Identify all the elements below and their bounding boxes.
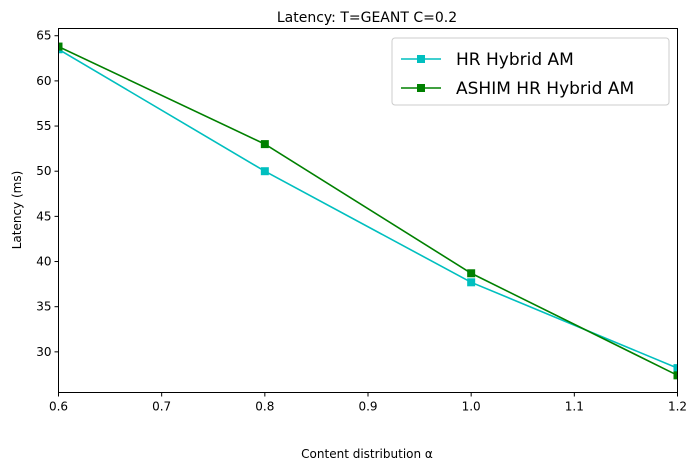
series-1-point [260,167,269,176]
x-tick-label: 0.8 [255,400,274,414]
x-tick-label: 0.7 [152,400,171,414]
y-tick-label: 30 [36,345,51,359]
y-tick-label: 40 [36,255,51,269]
x-tick-label: 0.9 [358,400,377,414]
series-1-point [467,278,476,287]
y-tick-label: 45 [36,209,51,223]
series-line-2 [58,45,678,377]
y-tick-label: 35 [36,300,51,314]
x-tick-label: 1.1 [565,400,584,414]
legend-marker-2 [417,84,425,92]
y-tick-label: 55 [36,119,51,133]
x-tick-label: 0.6 [49,400,68,414]
y-tick-label: 50 [36,164,51,178]
legend-label-2: ASHIM HR Hybrid AM [456,79,634,99]
y-tick-label: 65 [36,29,51,43]
legend-marker-1 [417,55,425,63]
series-group [58,42,678,380]
series-line-1 [58,48,678,369]
y-axis-ticks: 30 35 40 45 50 55 60 65 [36,29,59,359]
series-2-point [673,371,678,380]
legend: HR Hybrid AM ASHIM HR Hybrid AM [391,37,670,106]
legend-box [391,37,670,106]
series-2-point [260,140,269,149]
series-2-point [467,269,476,278]
x-axis-label: Content distribution α [301,447,433,461]
x-axis-ticks: 0.6 0.7 0.8 0.9 1.0 1.1 1.2 [49,392,687,414]
x-tick-label: 1.2 [668,400,687,414]
plot-area [58,42,678,380]
y-axis-label: Latency (ms) [10,171,24,250]
y-tick-label: 60 [36,74,51,88]
x-tick-label: 1.0 [462,400,481,414]
legend-label-1: HR Hybrid AM [456,50,574,70]
chart-title: Latency: T=GEANT C=0.2 [277,10,457,26]
series-2-point [58,42,63,51]
series-1-point [673,364,678,373]
